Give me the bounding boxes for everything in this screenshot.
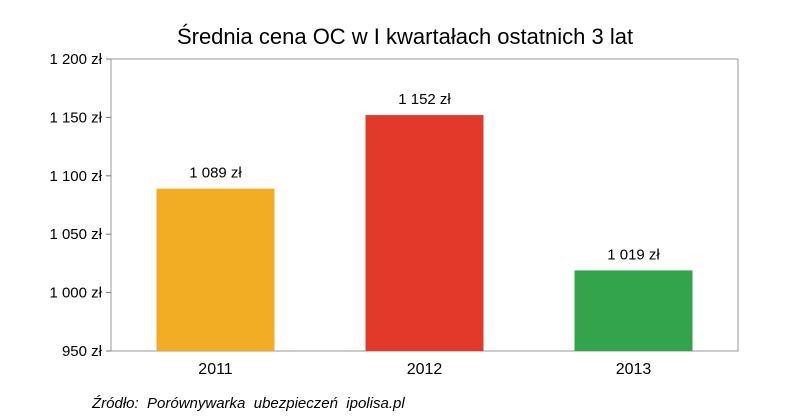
y-tick-label: 950 zł — [62, 343, 103, 360]
bar-2011 — [156, 188, 275, 351]
y-tick-label: 1 150 zł — [49, 109, 102, 126]
chart-title: Średnia cena OC w I kwartałach ostatnich… — [177, 24, 633, 49]
source-note: Źródło: Porównywarka ubezpieczeń ipolisa… — [91, 395, 405, 412]
x-category-label: 2011 — [198, 361, 233, 378]
data-label: 1 089 zł — [189, 165, 242, 182]
x-category-label: 2013 — [616, 361, 652, 378]
y-tick-label: 1 100 zł — [49, 168, 102, 185]
bar-2012 — [365, 115, 484, 352]
y-tick-label: 1 050 zł — [49, 226, 102, 243]
data-label: 1 152 zł — [398, 91, 451, 108]
y-tick-label: 1 000 zł — [49, 285, 102, 302]
x-category-label: 2012 — [407, 361, 443, 378]
plot-area: 950 zł 1 000 zł 1 050 zł 1 100 zł 1 150 zł 1 … — [49, 51, 739, 378]
data-label: 1 019 zł — [607, 246, 660, 263]
y-tick-label: 1 200 zł — [49, 51, 102, 68]
bar-2013 — [574, 270, 693, 351]
